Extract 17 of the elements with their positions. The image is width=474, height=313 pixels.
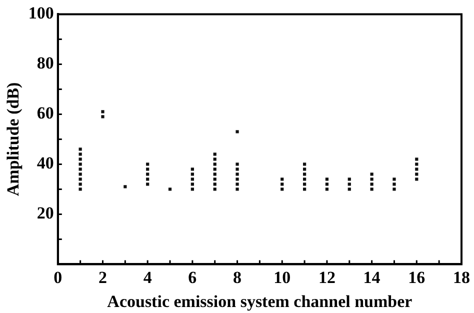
x-tick-label: 2 (98, 268, 107, 287)
y-tick-label: 100 (28, 4, 54, 23)
x-axis-title: Acoustic emission system channel number (107, 292, 413, 312)
y-tick-label: 40 (36, 154, 54, 173)
x-tick-label: 18 (453, 268, 470, 287)
x-tick-label: 4 (143, 268, 152, 287)
x-tick-label: 14 (363, 268, 381, 287)
x-tick-label: 6 (188, 268, 197, 287)
x-tick-label: 0 (54, 268, 62, 287)
x-tick-label: 10 (274, 268, 291, 287)
x-tick-label: 8 (233, 268, 242, 287)
y-tick-label: 80 (36, 54, 54, 73)
x-tick-label: 16 (408, 268, 426, 287)
y-tick-label: 60 (36, 104, 54, 123)
y-axis-title: Amplitude (dB) (4, 82, 23, 196)
y-tick-label: 20 (36, 204, 54, 223)
x-tick-label: 12 (318, 268, 336, 287)
